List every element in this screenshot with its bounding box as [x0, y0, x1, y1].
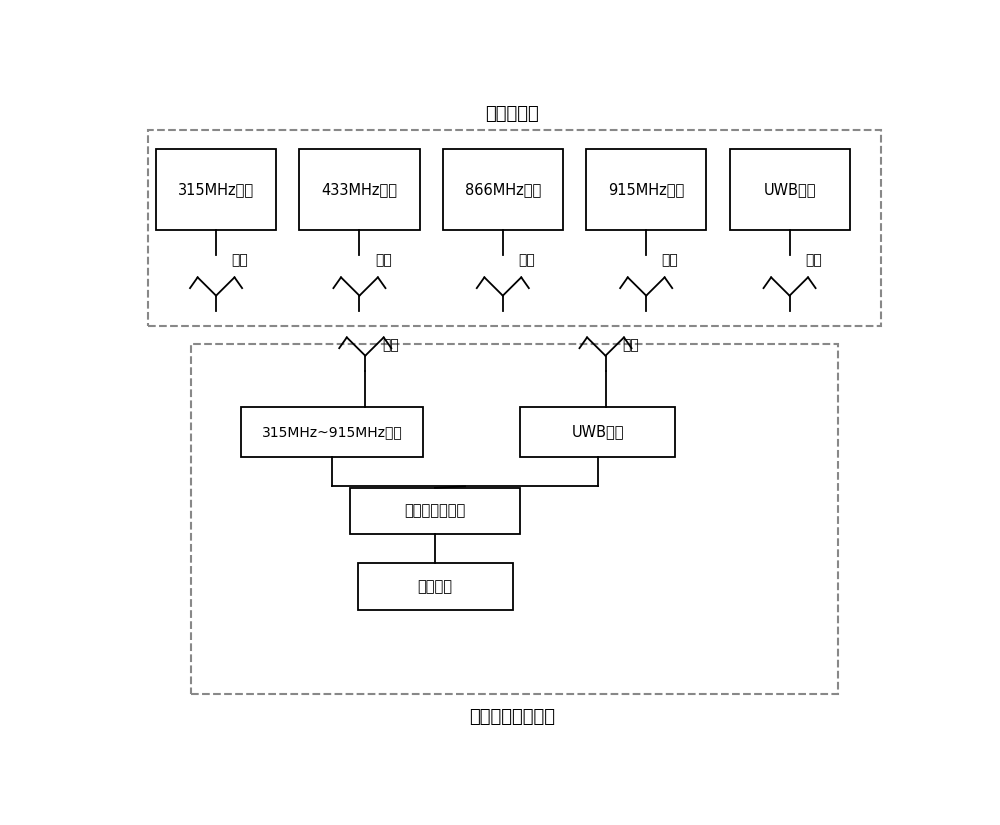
Text: 射频定位通讯单元: 射频定位通讯单元: [470, 709, 556, 726]
Text: 866MHz基站: 866MHz基站: [465, 182, 541, 197]
Text: 315MHz~915MHz模块: 315MHz~915MHz模块: [262, 425, 403, 439]
FancyBboxPatch shape: [520, 407, 675, 457]
FancyBboxPatch shape: [350, 488, 520, 534]
Text: 天线: 天线: [375, 254, 392, 267]
Text: 频率自适应模块: 频率自适应模块: [404, 503, 466, 518]
Text: UWB模块: UWB模块: [572, 425, 624, 440]
Text: 315MHz基站: 315MHz基站: [178, 182, 254, 197]
Text: 多频率基站: 多频率基站: [486, 106, 539, 124]
Text: 天线: 天线: [662, 254, 678, 267]
Text: 功能模块: 功能模块: [418, 579, 452, 594]
FancyBboxPatch shape: [241, 407, 423, 457]
FancyBboxPatch shape: [443, 149, 563, 230]
FancyBboxPatch shape: [156, 149, 276, 230]
Text: 天线: 天线: [623, 338, 639, 352]
FancyBboxPatch shape: [148, 130, 881, 326]
Text: 433MHz基站: 433MHz基站: [321, 182, 397, 197]
FancyBboxPatch shape: [730, 149, 850, 230]
Text: 天线: 天线: [232, 254, 248, 267]
FancyBboxPatch shape: [191, 344, 838, 694]
Text: 天线: 天线: [382, 338, 399, 352]
FancyBboxPatch shape: [358, 563, 512, 610]
FancyBboxPatch shape: [586, 149, 706, 230]
Text: 天线: 天线: [518, 254, 535, 267]
FancyBboxPatch shape: [299, 149, 420, 230]
Text: 915MHz基站: 915MHz基站: [608, 182, 684, 197]
Text: 天线: 天线: [805, 254, 822, 267]
Text: UWB基站: UWB基站: [763, 182, 816, 197]
